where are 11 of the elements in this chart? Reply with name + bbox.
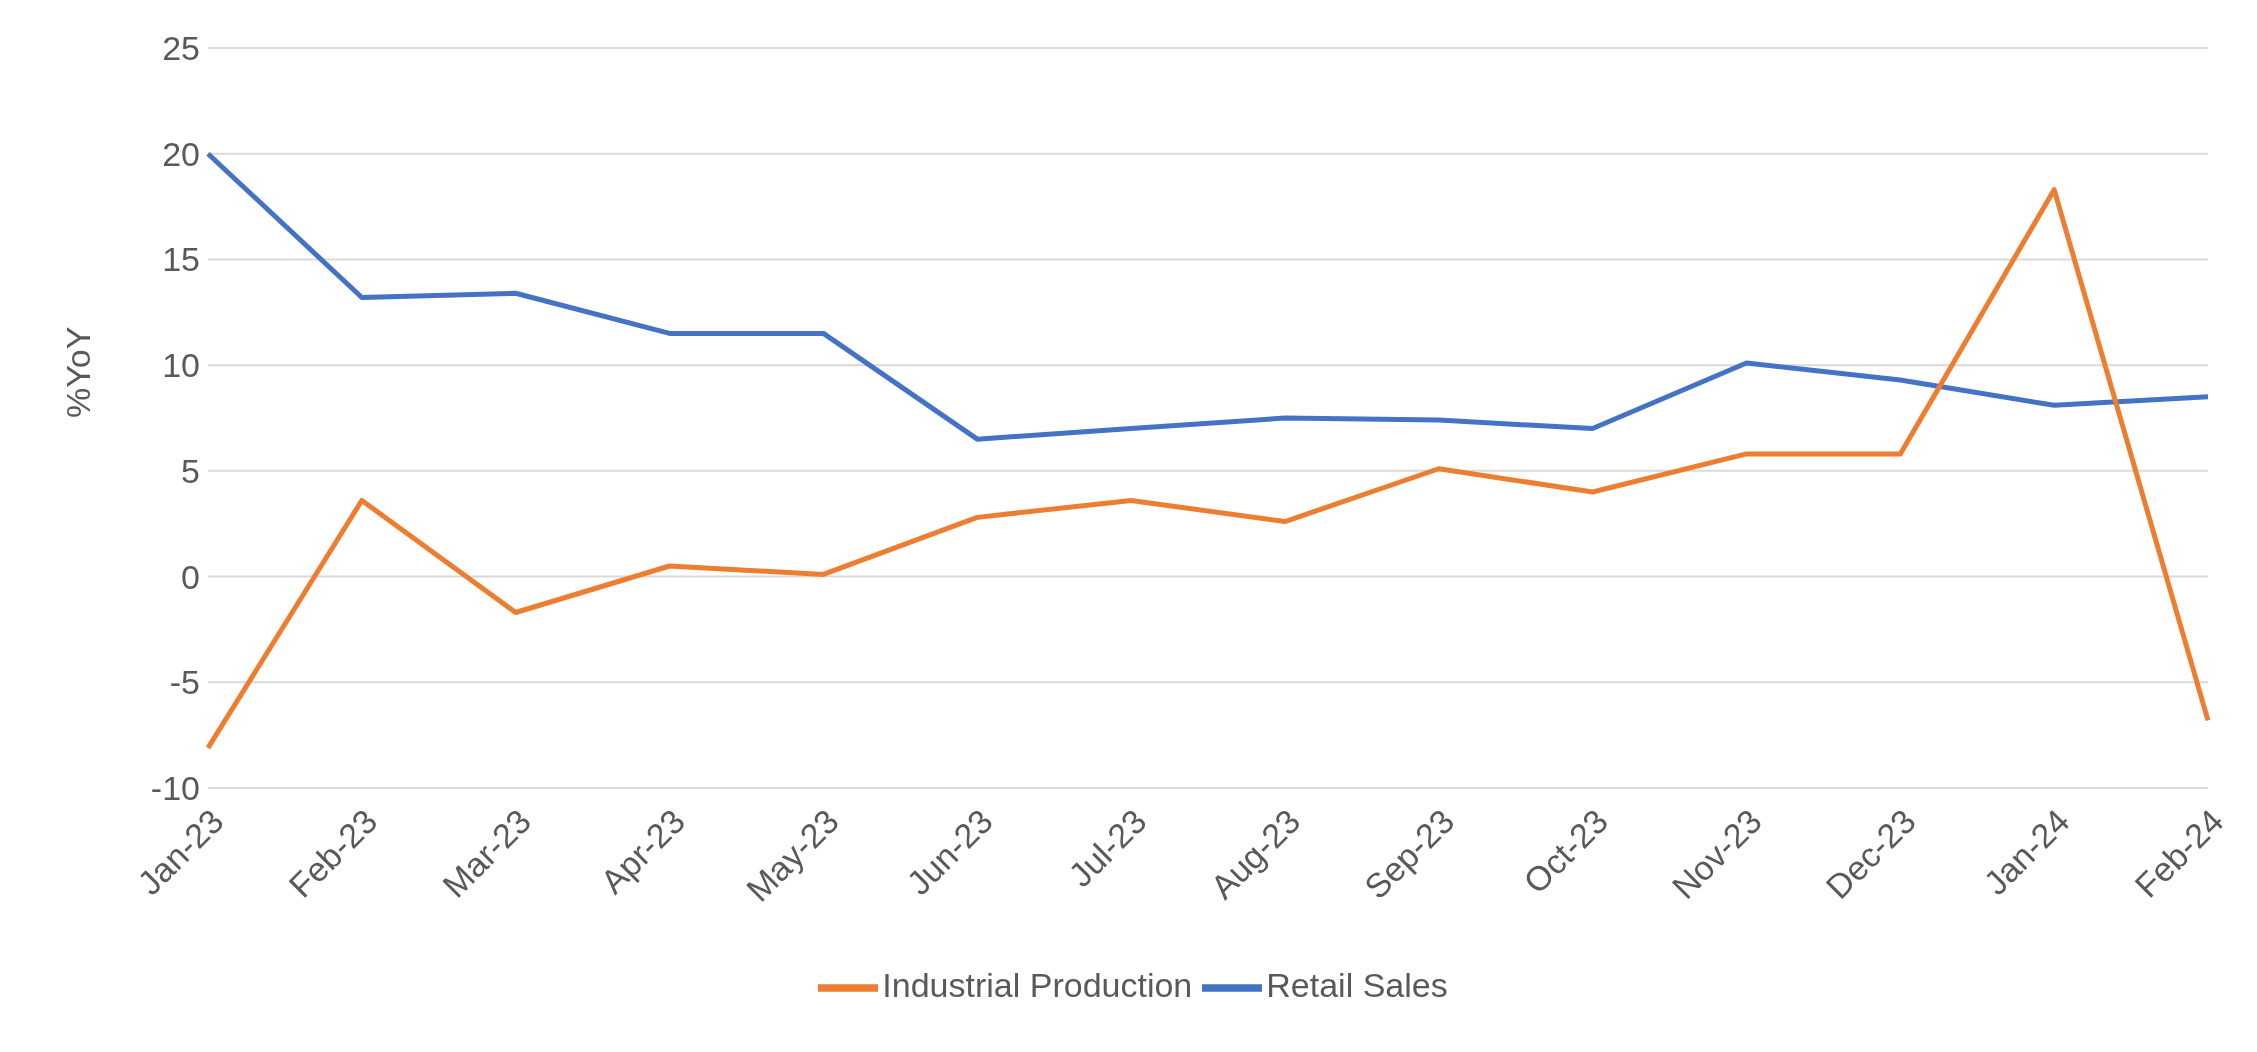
y-tick-label: 25 — [162, 29, 200, 68]
y-tick-label: 20 — [162, 134, 200, 173]
y-tick-label: -5 — [169, 663, 200, 702]
legend-label: Industrial Production — [882, 965, 1193, 1004]
y-tick-label: 15 — [162, 240, 200, 279]
y-tick-label: -10 — [150, 769, 200, 808]
legend-label: Retail Sales — [1266, 965, 1448, 1004]
y-tick-label: 5 — [181, 451, 200, 490]
y-tick-label: 10 — [162, 346, 200, 385]
y-tick-label: 0 — [181, 557, 200, 596]
y-axis-title: %YoY — [59, 326, 98, 418]
